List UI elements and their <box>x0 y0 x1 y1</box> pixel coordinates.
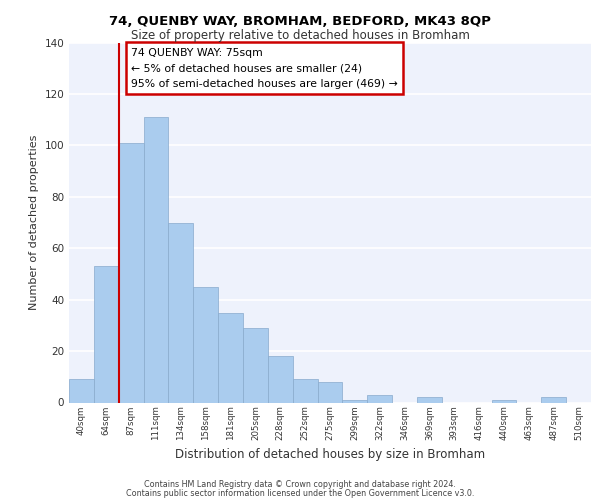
Bar <box>143 117 169 403</box>
Text: Contains public sector information licensed under the Open Government Licence v3: Contains public sector information licen… <box>126 488 474 498</box>
Bar <box>218 312 243 402</box>
Bar <box>69 380 94 402</box>
Bar <box>119 143 143 403</box>
Bar <box>94 266 119 402</box>
Bar <box>193 287 218 403</box>
Bar <box>541 398 566 402</box>
Text: Contains HM Land Registry data © Crown copyright and database right 2024.: Contains HM Land Registry data © Crown c… <box>144 480 456 489</box>
Bar <box>169 222 193 402</box>
Bar <box>317 382 343 402</box>
Bar <box>417 398 442 402</box>
Text: Size of property relative to detached houses in Bromham: Size of property relative to detached ho… <box>131 29 469 42</box>
Bar <box>293 380 317 402</box>
Text: 74, QUENBY WAY, BROMHAM, BEDFORD, MK43 8QP: 74, QUENBY WAY, BROMHAM, BEDFORD, MK43 8… <box>109 15 491 28</box>
Y-axis label: Number of detached properties: Number of detached properties <box>29 135 39 310</box>
Bar <box>367 395 392 402</box>
Bar <box>243 328 268 402</box>
X-axis label: Distribution of detached houses by size in Bromham: Distribution of detached houses by size … <box>175 448 485 462</box>
Bar <box>268 356 293 403</box>
Bar <box>491 400 517 402</box>
Bar <box>343 400 367 402</box>
Text: 74 QUENBY WAY: 75sqm
← 5% of detached houses are smaller (24)
95% of semi-detach: 74 QUENBY WAY: 75sqm ← 5% of detached ho… <box>131 48 398 89</box>
